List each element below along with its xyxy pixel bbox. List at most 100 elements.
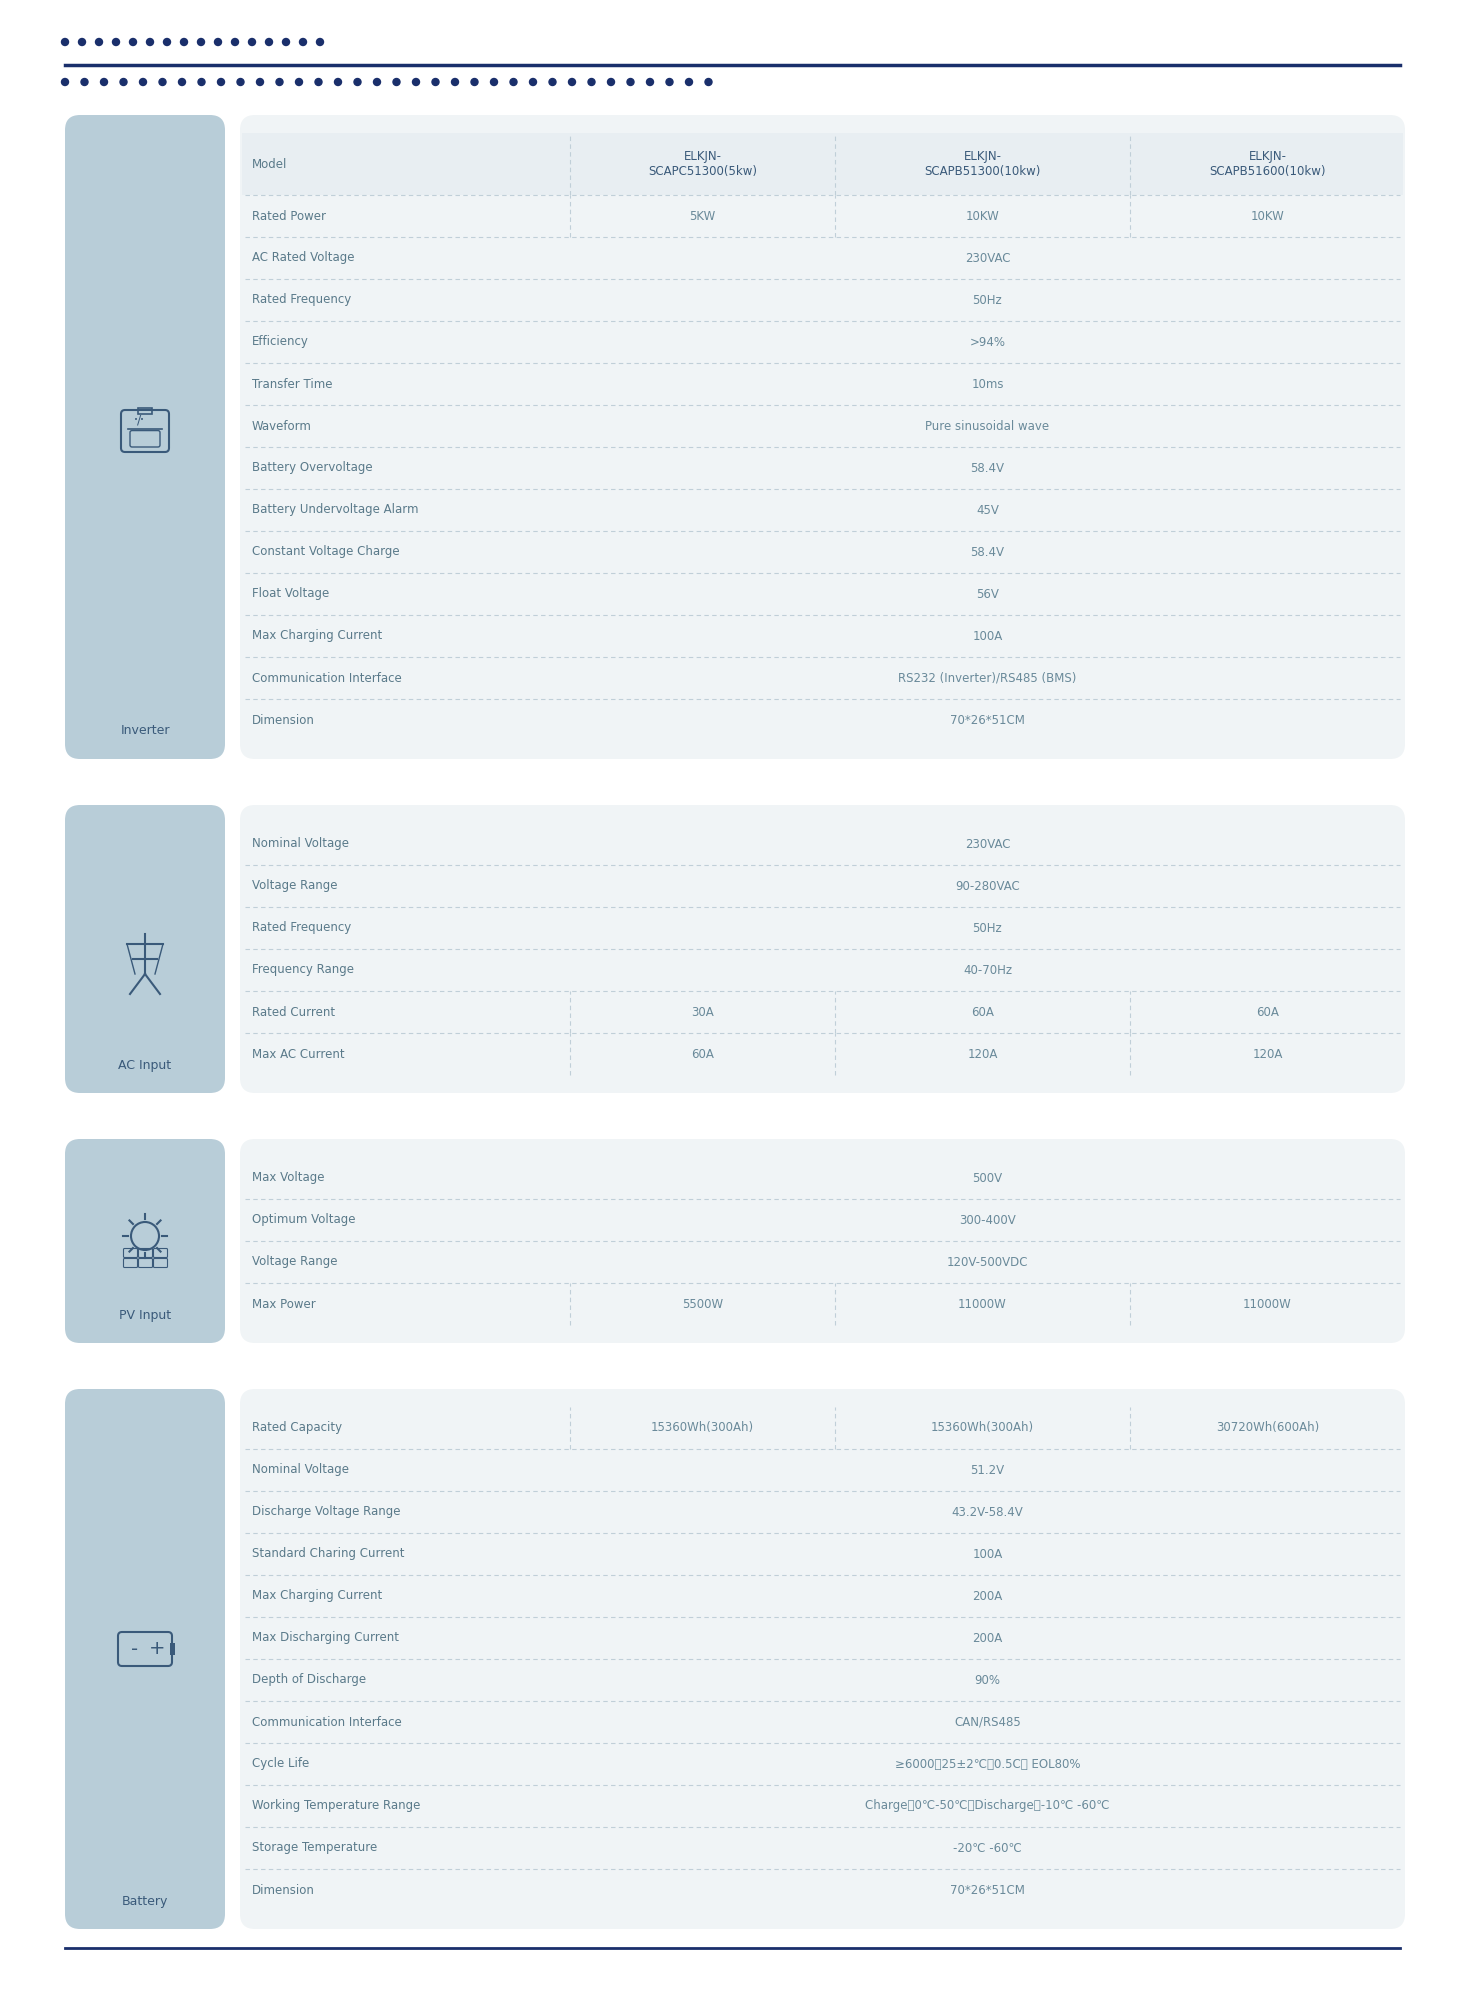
Text: Transfer Time: Transfer Time	[252, 378, 332, 390]
Text: 70*26*51CM: 70*26*51CM	[950, 1884, 1025, 1896]
Text: 50Hz: 50Hz	[972, 922, 1002, 934]
Circle shape	[432, 78, 438, 86]
Text: 10KW: 10KW	[1250, 210, 1284, 222]
Text: •: •	[134, 418, 138, 424]
Text: 60A: 60A	[971, 1006, 994, 1018]
Text: 30720Wh(600Ah): 30720Wh(600Ah)	[1217, 1422, 1319, 1434]
Circle shape	[296, 78, 303, 86]
Circle shape	[282, 38, 290, 46]
Text: 5KW: 5KW	[690, 210, 715, 222]
Text: Waveform: Waveform	[252, 420, 312, 432]
Text: 230VAC: 230VAC	[965, 838, 1011, 850]
Circle shape	[608, 78, 615, 86]
Circle shape	[334, 78, 341, 86]
Text: 120V-500VDC: 120V-500VDC	[947, 1256, 1028, 1268]
Text: 60A: 60A	[691, 1048, 713, 1060]
Text: Max Voltage: Max Voltage	[252, 1172, 325, 1184]
Text: 10ms: 10ms	[971, 378, 1003, 390]
Circle shape	[215, 38, 222, 46]
Text: Nominal Voltage: Nominal Voltage	[252, 1464, 349, 1476]
Circle shape	[412, 78, 419, 86]
Circle shape	[178, 78, 185, 86]
Text: Working Temperature Range: Working Temperature Range	[252, 1800, 421, 1812]
Text: ELKJN-
SCAPC51300(5kw): ELKJN- SCAPC51300(5kw)	[649, 150, 758, 178]
Text: Constant Voltage Charge: Constant Voltage Charge	[252, 546, 400, 558]
FancyBboxPatch shape	[65, 1388, 225, 1928]
Text: 58.4V: 58.4V	[971, 462, 1005, 474]
Text: 100A: 100A	[972, 1548, 1003, 1560]
Circle shape	[490, 78, 497, 86]
Circle shape	[163, 38, 171, 46]
Text: 230VAC: 230VAC	[965, 252, 1011, 264]
Circle shape	[265, 38, 272, 46]
Circle shape	[121, 78, 127, 86]
Text: Max Charging Current: Max Charging Current	[252, 630, 382, 642]
Circle shape	[159, 78, 166, 86]
Circle shape	[685, 78, 693, 86]
Text: -20℃ -60℃: -20℃ -60℃	[953, 1842, 1022, 1854]
Text: Storage Temperature: Storage Temperature	[252, 1842, 377, 1854]
Text: Voltage Range: Voltage Range	[252, 880, 337, 892]
Bar	[138, 408, 152, 414]
Text: Inverter: Inverter	[121, 724, 169, 738]
Text: 50Hz: 50Hz	[972, 294, 1002, 306]
Text: 11000W: 11000W	[958, 1298, 1006, 1310]
Text: Max Discharging Current: Max Discharging Current	[252, 1632, 399, 1644]
FancyBboxPatch shape	[240, 114, 1405, 758]
Text: Max Power: Max Power	[252, 1298, 316, 1310]
Circle shape	[181, 38, 187, 46]
Text: 10KW: 10KW	[965, 210, 999, 222]
Text: 51.2V: 51.2V	[971, 1464, 1005, 1476]
Circle shape	[62, 78, 69, 86]
Text: ELKJN-
SCAPB51600(10kw): ELKJN- SCAPB51600(10kw)	[1209, 150, 1325, 178]
Circle shape	[78, 38, 85, 46]
Text: Nominal Voltage: Nominal Voltage	[252, 838, 349, 850]
Text: 5500W: 5500W	[683, 1298, 724, 1310]
Circle shape	[129, 38, 137, 46]
Text: Charge：0℃-50℃；Discharge：-10℃ -60℃: Charge：0℃-50℃；Discharge：-10℃ -60℃	[865, 1800, 1109, 1812]
Text: 100A: 100A	[972, 630, 1003, 642]
Text: Max Charging Current: Max Charging Current	[252, 1590, 382, 1602]
Circle shape	[316, 38, 324, 46]
Text: Battery Overvoltage: Battery Overvoltage	[252, 462, 372, 474]
Text: Standard Charing Current: Standard Charing Current	[252, 1548, 405, 1560]
Text: Voltage Range: Voltage Range	[252, 1256, 337, 1268]
Circle shape	[100, 78, 107, 86]
Circle shape	[355, 78, 360, 86]
Circle shape	[277, 78, 282, 86]
Text: Pure sinusoidal wave: Pure sinusoidal wave	[925, 420, 1050, 432]
Circle shape	[452, 78, 459, 86]
Text: Optimum Voltage: Optimum Voltage	[252, 1214, 356, 1226]
Text: +: +	[149, 1640, 165, 1658]
Circle shape	[374, 78, 381, 86]
Text: 70*26*51CM: 70*26*51CM	[950, 714, 1025, 726]
Text: 60A: 60A	[1256, 1006, 1278, 1018]
Text: 30A: 30A	[691, 1006, 713, 1018]
Circle shape	[315, 78, 322, 86]
Circle shape	[231, 38, 238, 46]
Circle shape	[197, 38, 204, 46]
FancyBboxPatch shape	[240, 804, 1405, 1092]
Text: Depth of Discharge: Depth of Discharge	[252, 1674, 366, 1686]
Circle shape	[81, 78, 88, 86]
FancyBboxPatch shape	[243, 132, 1403, 196]
Text: Efficiency: Efficiency	[252, 336, 309, 348]
Text: 45V: 45V	[977, 504, 999, 516]
Text: ≥6000，25±2℃，0.5C， EOL80%: ≥6000，25±2℃，0.5C， EOL80%	[894, 1758, 1080, 1770]
Text: Rated Frequency: Rated Frequency	[252, 294, 352, 306]
Circle shape	[218, 78, 225, 86]
Text: Rated Capacity: Rated Capacity	[252, 1422, 343, 1434]
Text: Max AC Current: Max AC Current	[252, 1048, 344, 1060]
Text: Dimension: Dimension	[252, 1884, 315, 1896]
Circle shape	[530, 78, 537, 86]
FancyBboxPatch shape	[240, 1388, 1405, 1928]
Circle shape	[300, 38, 306, 46]
Text: Rated Power: Rated Power	[252, 210, 327, 222]
Text: 500V: 500V	[972, 1172, 1003, 1184]
FancyBboxPatch shape	[65, 114, 225, 758]
Circle shape	[588, 78, 594, 86]
Text: 120A: 120A	[1252, 1048, 1283, 1060]
Circle shape	[62, 38, 69, 46]
Text: 90-280VAC: 90-280VAC	[955, 880, 1019, 892]
Text: 15360Wh(300Ah): 15360Wh(300Ah)	[652, 1422, 755, 1434]
